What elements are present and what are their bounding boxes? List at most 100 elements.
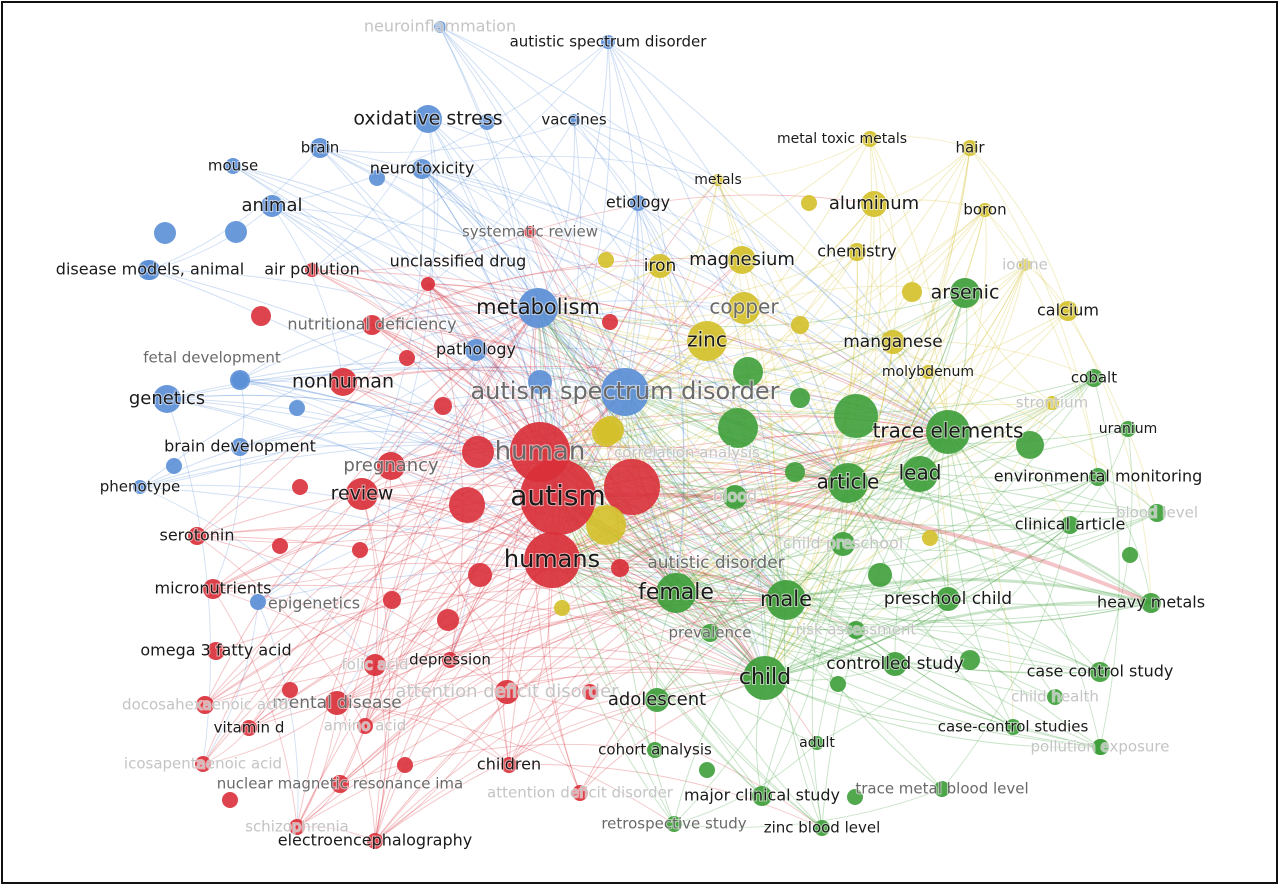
edge xyxy=(675,592,943,790)
edge xyxy=(232,165,787,601)
node xyxy=(362,315,382,335)
edge xyxy=(764,524,1071,679)
node-label: review xyxy=(331,483,394,505)
edge xyxy=(537,307,896,665)
edge xyxy=(361,168,424,495)
edge xyxy=(239,362,626,393)
edge xyxy=(847,264,1026,484)
edge xyxy=(927,371,1158,514)
node-label: attention deficit disorder xyxy=(487,784,674,802)
edge xyxy=(557,179,719,498)
edge xyxy=(607,41,639,393)
node xyxy=(250,594,266,610)
edge xyxy=(764,677,1014,728)
edge xyxy=(624,341,894,394)
edge xyxy=(855,628,1101,673)
node xyxy=(421,277,435,291)
node xyxy=(934,781,950,797)
edge xyxy=(573,119,719,181)
edge xyxy=(196,535,508,693)
node xyxy=(442,652,458,668)
edge xyxy=(339,743,656,785)
node-label: iron xyxy=(644,256,677,276)
edge xyxy=(311,269,787,601)
edge xyxy=(847,481,1152,605)
node-label: environmental monitoring xyxy=(994,467,1203,486)
node xyxy=(465,339,487,361)
edge xyxy=(196,307,539,537)
edge xyxy=(361,493,581,794)
edge xyxy=(551,377,1095,561)
edge xyxy=(741,259,849,484)
node-label: article xyxy=(817,470,880,494)
node xyxy=(188,527,206,545)
edge xyxy=(311,269,626,393)
edge xyxy=(202,496,559,765)
edge xyxy=(675,592,1152,628)
edge xyxy=(296,677,766,828)
edge xyxy=(421,168,787,601)
node-label: clinical article xyxy=(1015,515,1126,534)
edge xyxy=(675,473,921,594)
edge xyxy=(371,304,539,326)
edge xyxy=(785,292,966,601)
edge xyxy=(717,179,949,433)
edge xyxy=(706,340,787,601)
edge xyxy=(764,147,971,679)
node-label: zinc xyxy=(687,328,727,352)
edge xyxy=(336,431,949,704)
edge xyxy=(257,601,299,828)
edge xyxy=(539,119,581,453)
edge xyxy=(743,307,949,433)
edge xyxy=(847,482,1101,673)
edge xyxy=(743,285,966,309)
edge xyxy=(675,592,823,829)
edge xyxy=(361,458,849,495)
node xyxy=(902,456,938,492)
edge xyxy=(675,292,966,594)
edge xyxy=(390,118,435,467)
node xyxy=(414,105,442,133)
node xyxy=(647,742,663,758)
edge xyxy=(673,599,787,825)
edge xyxy=(239,379,553,561)
edge xyxy=(212,588,298,828)
edge xyxy=(785,264,1026,601)
node xyxy=(241,720,257,736)
edge xyxy=(969,147,1099,478)
edge xyxy=(579,482,849,794)
node-label: nutritional deficiency xyxy=(287,315,456,334)
node xyxy=(367,833,383,849)
edge xyxy=(196,496,559,543)
edge xyxy=(296,307,539,828)
edge xyxy=(659,265,689,594)
node-label: manganese xyxy=(843,332,943,352)
node xyxy=(412,159,432,179)
edge xyxy=(311,118,429,271)
edge xyxy=(619,431,949,569)
node-label: child preschool xyxy=(783,534,904,553)
edge xyxy=(557,259,743,498)
node xyxy=(582,684,598,700)
edge xyxy=(449,391,626,661)
node xyxy=(520,459,596,535)
node xyxy=(814,820,830,836)
edge xyxy=(551,533,844,561)
edge xyxy=(342,381,553,561)
node xyxy=(166,458,182,474)
node xyxy=(847,621,865,639)
node-label: epigenetics xyxy=(268,594,360,613)
node xyxy=(352,542,368,558)
edge xyxy=(764,598,949,679)
node xyxy=(834,394,878,438)
node xyxy=(611,559,629,577)
edge xyxy=(421,168,677,594)
edge xyxy=(311,269,949,433)
edge xyxy=(537,307,1071,526)
edge xyxy=(619,567,656,751)
edge xyxy=(537,41,609,309)
edge xyxy=(364,496,559,727)
node xyxy=(377,452,405,480)
node-label: female xyxy=(638,580,714,605)
